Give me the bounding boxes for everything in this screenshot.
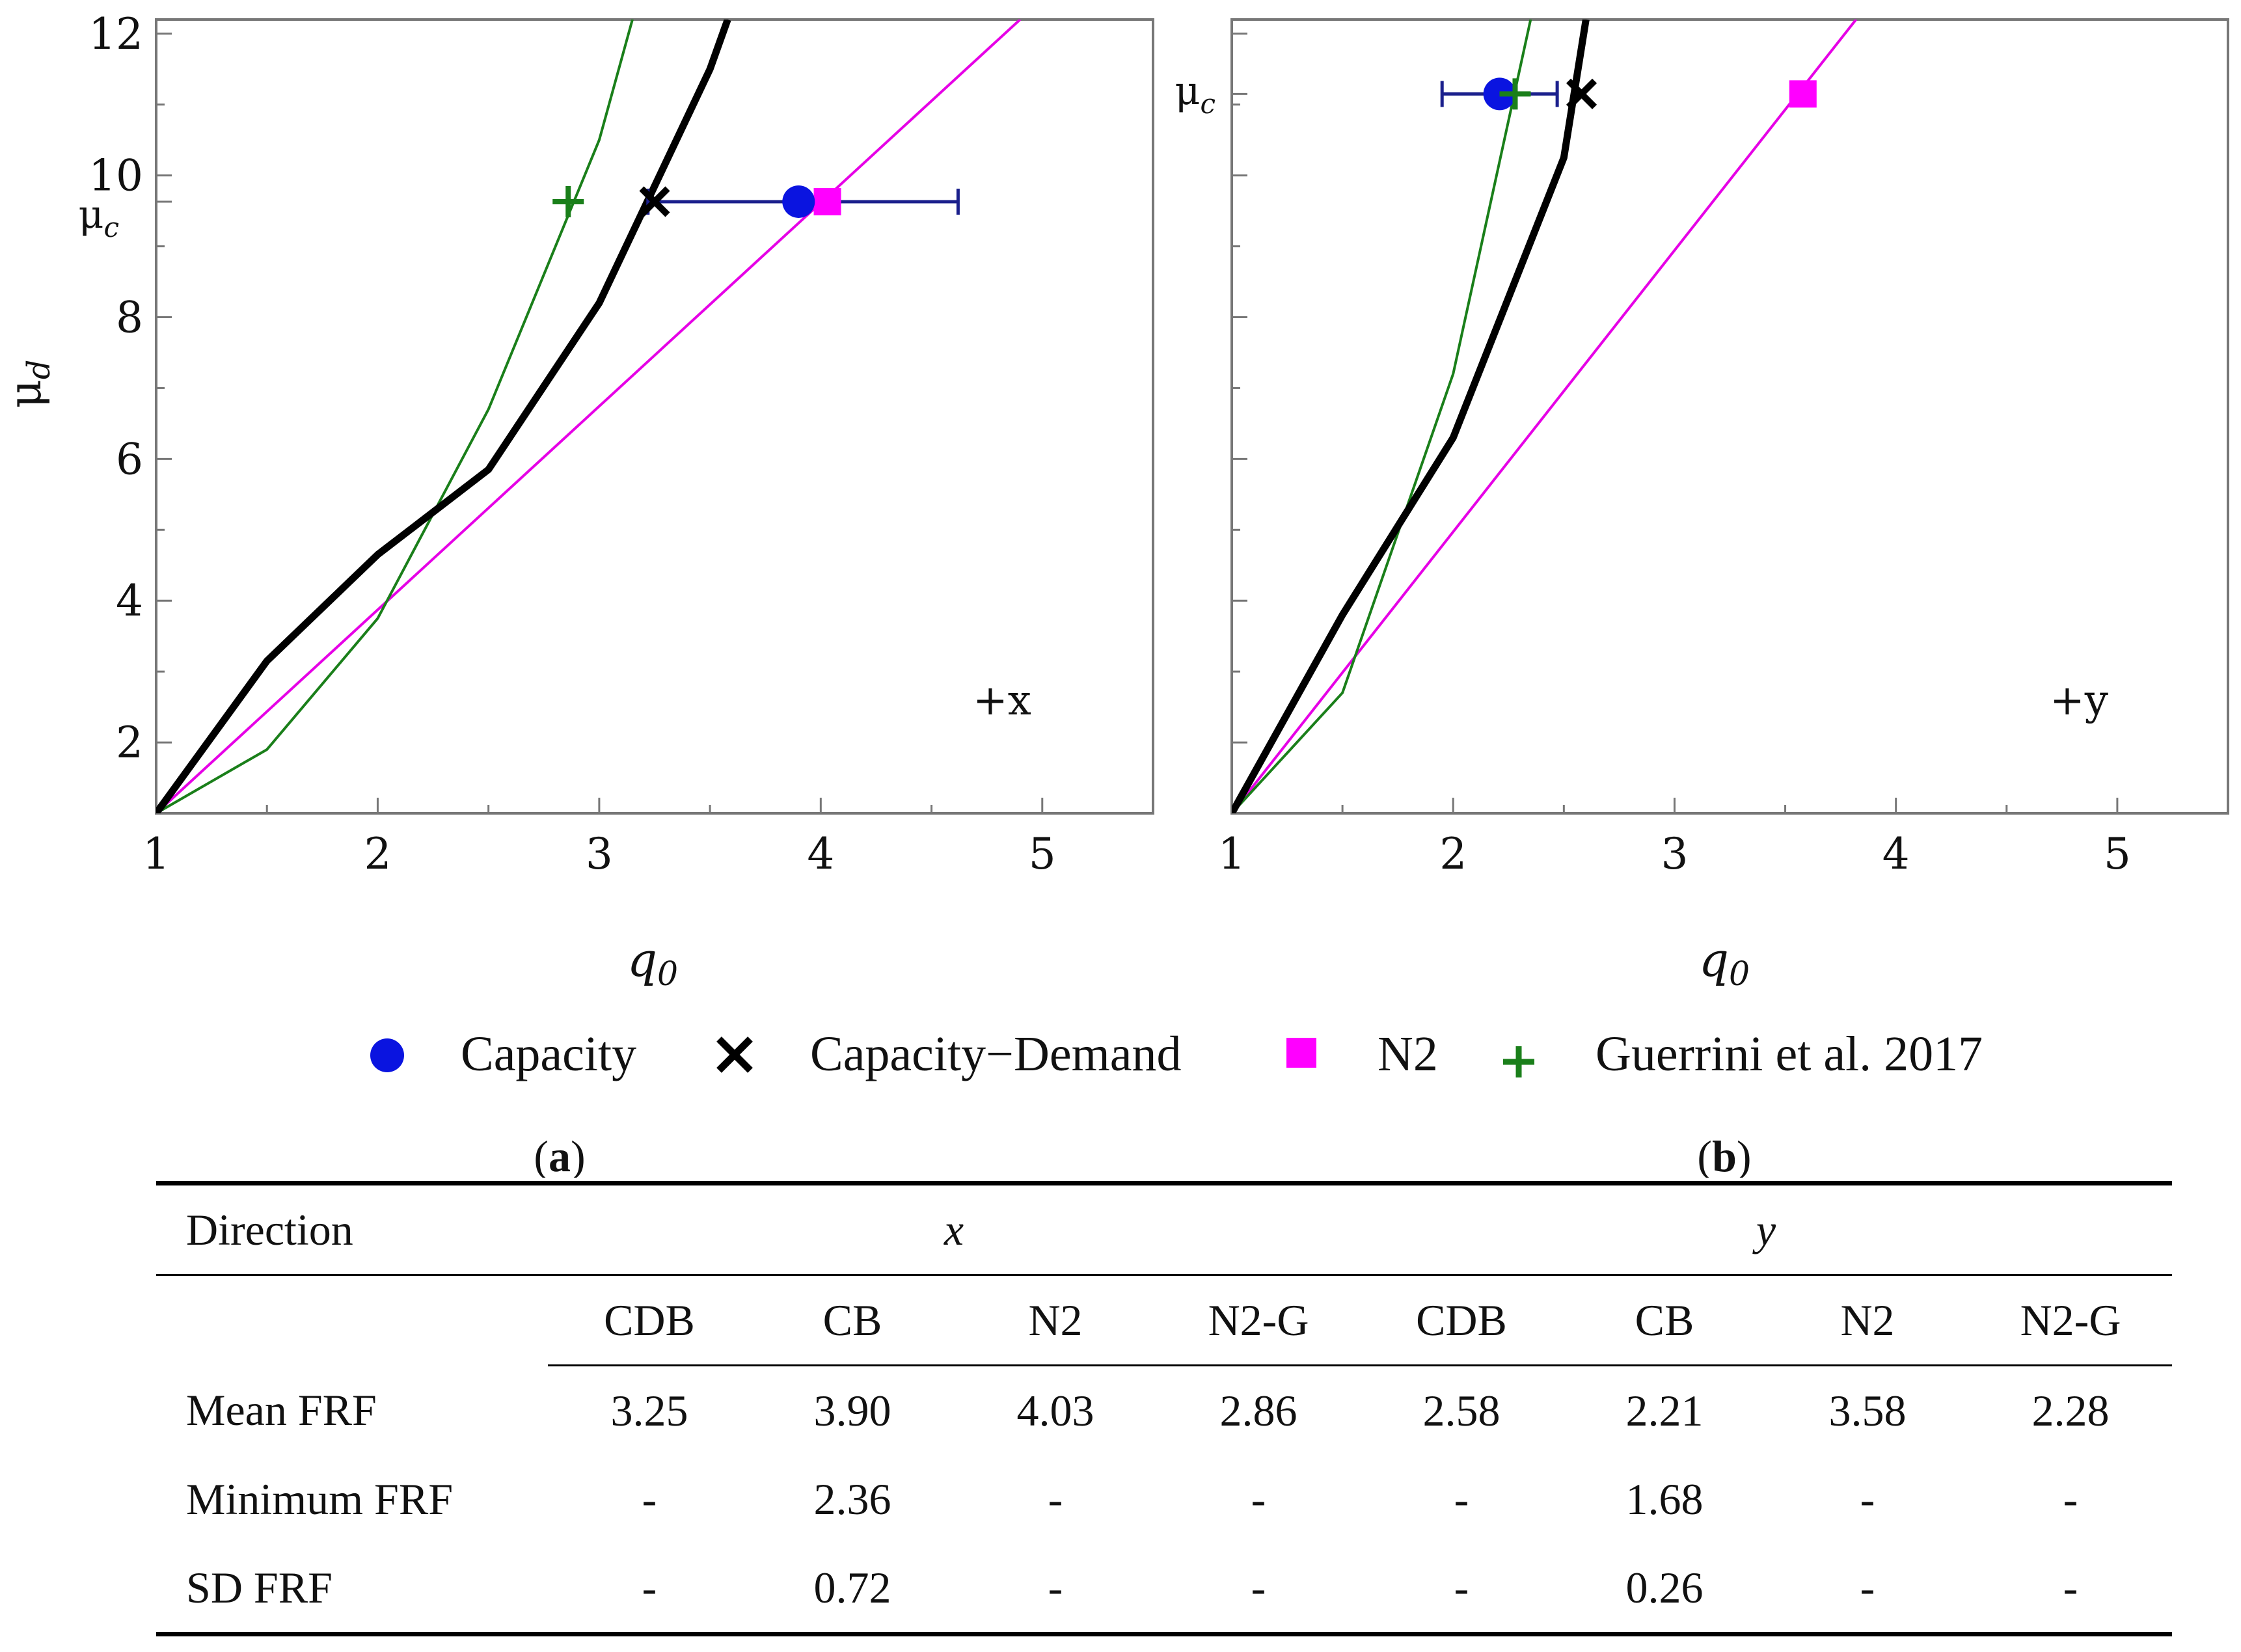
y-axis-label-a: μd — [0, 360, 57, 409]
row-label: Mean FRF — [186, 1385, 377, 1435]
x-tick-label: 1 — [1218, 829, 1245, 879]
table-cell: - — [1360, 1543, 1563, 1636]
table-cell: - — [1454, 1474, 1469, 1524]
series-line-guerrini-et-al-2017 — [1232, 20, 1532, 813]
table-cell: - — [954, 1543, 1157, 1636]
row-label: SD FRF — [156, 1543, 548, 1636]
y-tick-label: 6 — [116, 434, 143, 484]
table-cell: 4.03 — [1016, 1385, 1094, 1435]
table-cell: - — [1048, 1474, 1063, 1524]
legend: Capacity Capacity−Demand N2 Guerrini et … — [370, 1027, 1983, 1081]
y-tick-label: 10 — [88, 151, 143, 201]
col-header: CB — [1563, 1275, 1766, 1366]
table-cell: 3.58 — [1828, 1385, 1907, 1435]
x-tick-label: 3 — [586, 829, 613, 879]
x-axis-label-a: q0 — [627, 932, 678, 993]
panel-label-b: (b) — [1697, 1131, 1751, 1178]
table-direction-row: Direction x y — [156, 1181, 2172, 1276]
col-header: CB — [751, 1275, 954, 1366]
table-header-row: CDB CB N2 N2-G CDB CB N2 N2-G — [156, 1275, 2172, 1366]
table-cell: - — [2063, 1474, 2078, 1524]
capacity-demand-point-b — [639, 186, 670, 217]
y-tick-label: 4 — [116, 576, 143, 626]
capacity-point — [782, 185, 815, 218]
capacity-demand-point-b — [1566, 78, 1597, 109]
legend-capacity-marker — [370, 1038, 404, 1072]
direction-label: Direction — [156, 1181, 548, 1276]
legend-guerrini-label: Guerrini et al. 2017 — [1596, 1027, 1983, 1081]
x-axis-label-b: q0 — [1699, 932, 1750, 993]
mu-c-label-a: μc — [78, 192, 119, 243]
legend-n2-label: N2 — [1378, 1027, 1438, 1081]
table-cell: 3.90 — [813, 1385, 891, 1435]
row-label: Minimum FRF — [186, 1474, 454, 1524]
legend-capacity-label: Capacity — [461, 1027, 636, 1081]
table-cell: - — [1860, 1474, 1875, 1524]
table-cell: 2.36 — [813, 1474, 891, 1524]
col-header: CDB — [1360, 1275, 1563, 1366]
annotation-b: +y — [2050, 677, 2108, 725]
table-cell: 0.26 — [1563, 1543, 1766, 1636]
x-tick-label: 4 — [807, 829, 834, 879]
table-cell: - — [1969, 1543, 2172, 1636]
annotation-a: +x — [973, 677, 1031, 725]
x-tick-label: 5 — [2104, 829, 2131, 879]
y-tick-label: 8 — [116, 293, 143, 343]
mu-c-label-b: μc — [1175, 68, 1216, 120]
series-line-n2 — [1232, 20, 1857, 813]
x-tick-label: 3 — [1661, 829, 1688, 879]
series-line-capacity-demand — [1232, 20, 1590, 813]
table-cell: - — [548, 1543, 751, 1636]
header-blank — [156, 1275, 548, 1366]
x-tick-label: 1 — [143, 829, 170, 879]
table-cell: 0.72 — [751, 1543, 954, 1636]
col-header: N2-G — [1969, 1275, 2172, 1366]
table-cell: 2.21 — [1625, 1385, 1704, 1435]
table-cell: 2.58 — [1422, 1385, 1501, 1435]
panel-b: q0 μc +y (b) 1 2 3 4 5 — [1175, 18, 2229, 1178]
col-header: N2-G — [1157, 1275, 1360, 1366]
n2-point — [813, 187, 841, 215]
y-tick-label: 2 — [116, 718, 143, 768]
legend-n2-marker — [1286, 1038, 1316, 1068]
direction-x: x — [548, 1181, 1360, 1276]
table-cell: - — [642, 1474, 657, 1524]
series-line-n2 — [156, 20, 1022, 813]
panel-label-a: (a) — [534, 1131, 585, 1178]
n2-point — [1789, 80, 1817, 108]
col-header: CDB — [548, 1275, 751, 1366]
y-tick-label: 12 — [88, 9, 143, 59]
table-cell: 2.28 — [2031, 1385, 2110, 1435]
plot-frame — [155, 18, 1154, 815]
table-row: Mean FRF 3.25 3.90 4.03 2.86 2.58 2.21 3… — [156, 1366, 2172, 1456]
legend-guerrini-marker — [1503, 1046, 1534, 1077]
table-cell: 2.86 — [1219, 1385, 1297, 1435]
x-tick-label: 5 — [1029, 829, 1056, 879]
table-cell: 1.68 — [1625, 1474, 1704, 1524]
legend-capacity-demand-label: Capacity−Demand — [810, 1027, 1181, 1081]
table-cell: - — [1157, 1543, 1360, 1636]
x-tick-label: 4 — [1882, 829, 1910, 879]
x-tick-label: 2 — [364, 829, 391, 879]
table-row: Minimum FRF - 2.36 - - - 1.68 - - — [156, 1455, 2172, 1543]
col-header: N2 — [954, 1275, 1157, 1366]
table-row: SD FRF - 0.72 - - - 0.26 - - — [156, 1543, 2172, 1636]
table-cell: - — [1766, 1543, 1969, 1636]
results-table: Direction x y CDB CB N2 N2-G CDB CB N2 N… — [156, 1181, 2172, 1636]
x-tick-label: 2 — [1439, 829, 1467, 879]
legend-capacity-demand-marker — [716, 1036, 753, 1073]
table-cell: - — [1251, 1474, 1266, 1524]
series-line-capacity-demand — [156, 20, 731, 813]
direction-y: y — [1360, 1181, 2172, 1276]
plot-frame — [1230, 18, 2229, 815]
series-line-guerrini-et-al-2017 — [156, 20, 634, 813]
table-cell: 3.25 — [610, 1385, 688, 1435]
col-header: N2 — [1766, 1275, 1969, 1366]
